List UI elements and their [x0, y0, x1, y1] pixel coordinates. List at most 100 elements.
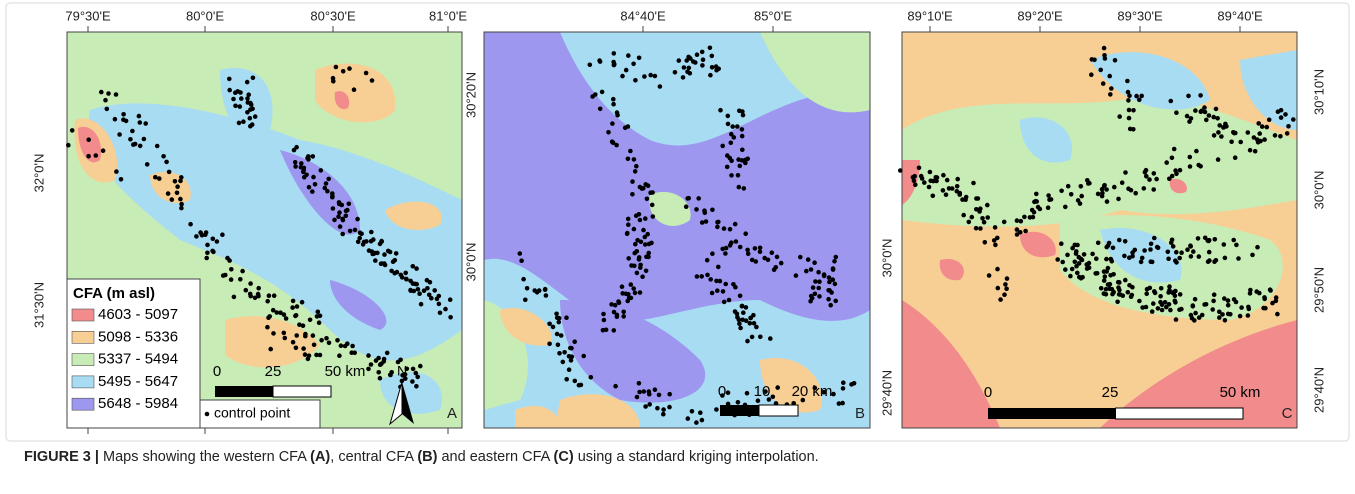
control-point [172, 179, 178, 184]
control-point [376, 355, 381, 361]
control-point [808, 293, 814, 299]
control-point [424, 277, 430, 283]
control-point [1105, 243, 1111, 248]
control-point [833, 298, 838, 304]
control-point [1070, 245, 1075, 251]
control-point [729, 173, 734, 178]
control-point [322, 185, 328, 191]
control-point [1283, 112, 1288, 117]
control-point [986, 273, 992, 278]
control-point [1268, 288, 1273, 293]
control-point [754, 324, 759, 330]
control-point [686, 54, 691, 60]
control-point [1116, 292, 1122, 297]
control-point [293, 313, 299, 318]
control-point [319, 337, 324, 343]
control-point [642, 74, 647, 79]
control-point [1231, 237, 1236, 243]
control-point [410, 379, 415, 384]
control-point [637, 290, 643, 295]
control-point [626, 292, 631, 297]
control-point [417, 291, 422, 297]
control-point [174, 190, 180, 196]
control-point [1264, 124, 1270, 130]
control-point [769, 250, 775, 255]
control-point [1278, 134, 1283, 139]
control-point [739, 304, 745, 309]
control-point [294, 333, 300, 338]
control-point [1081, 252, 1087, 257]
control-point [735, 314, 740, 320]
map-zone [334, 91, 350, 110]
control-point [265, 298, 271, 304]
control-point [268, 346, 274, 352]
control-point [1169, 237, 1175, 243]
control-point [394, 269, 400, 275]
control-point [1059, 241, 1064, 246]
map-zone [1090, 52, 1210, 110]
control-point [645, 183, 651, 188]
latitude-label: 32°0'N [31, 154, 46, 193]
control-point [154, 143, 160, 149]
longitude-label: 89°20'E [1017, 8, 1063, 23]
scale-label: 50 km [325, 363, 366, 380]
control-point [325, 188, 330, 194]
panel-letter: C [1282, 405, 1293, 422]
latitude-label: 30°20'N [463, 72, 478, 118]
control-point [256, 293, 261, 299]
control-point [1101, 183, 1107, 189]
control-point [137, 143, 143, 149]
control-point [415, 374, 421, 380]
control-point [739, 133, 745, 139]
control-point [611, 101, 616, 107]
control-point [647, 402, 652, 407]
control-point [372, 250, 378, 256]
map-zone [902, 300, 1000, 428]
control-point [112, 116, 118, 122]
control-point [1014, 232, 1020, 237]
control-point [791, 401, 796, 406]
panel-letter: A [447, 405, 457, 422]
control-point [603, 327, 609, 333]
control-point [1245, 130, 1251, 135]
control-point [220, 232, 225, 237]
legend-swatch [71, 330, 95, 344]
control-point [1272, 133, 1278, 138]
control-point [227, 76, 232, 82]
control-point [922, 180, 927, 185]
control-point [436, 301, 442, 307]
control-point [250, 75, 256, 81]
control-point [399, 378, 405, 384]
legend-label: 5495 - 5647 [98, 373, 178, 390]
control-point [832, 259, 837, 264]
control-point [368, 362, 374, 367]
control-point [826, 275, 832, 280]
control-point [657, 84, 663, 89]
control-point [1137, 298, 1142, 304]
control-point [1238, 139, 1243, 145]
control-point [326, 340, 332, 346]
control-point [696, 196, 701, 201]
control-point [1111, 272, 1116, 277]
control-point [121, 117, 126, 122]
latitude-label: 29°50'N [1311, 267, 1326, 313]
control-point [590, 94, 595, 99]
control-point [1257, 131, 1262, 136]
control-point [616, 299, 621, 304]
control-point [812, 291, 818, 297]
control-point [614, 312, 620, 318]
control-point [266, 293, 272, 299]
control-point [178, 196, 183, 202]
control-point [299, 161, 304, 166]
control-point [227, 87, 232, 93]
control-point [827, 288, 832, 293]
control-point [826, 296, 831, 302]
control-point [1228, 312, 1233, 317]
control-point [646, 250, 651, 256]
control-point [228, 277, 234, 282]
control-point [1187, 119, 1192, 124]
control-point [949, 186, 955, 191]
control-point [421, 288, 427, 294]
control-point [717, 278, 723, 284]
control-point [1177, 292, 1183, 297]
